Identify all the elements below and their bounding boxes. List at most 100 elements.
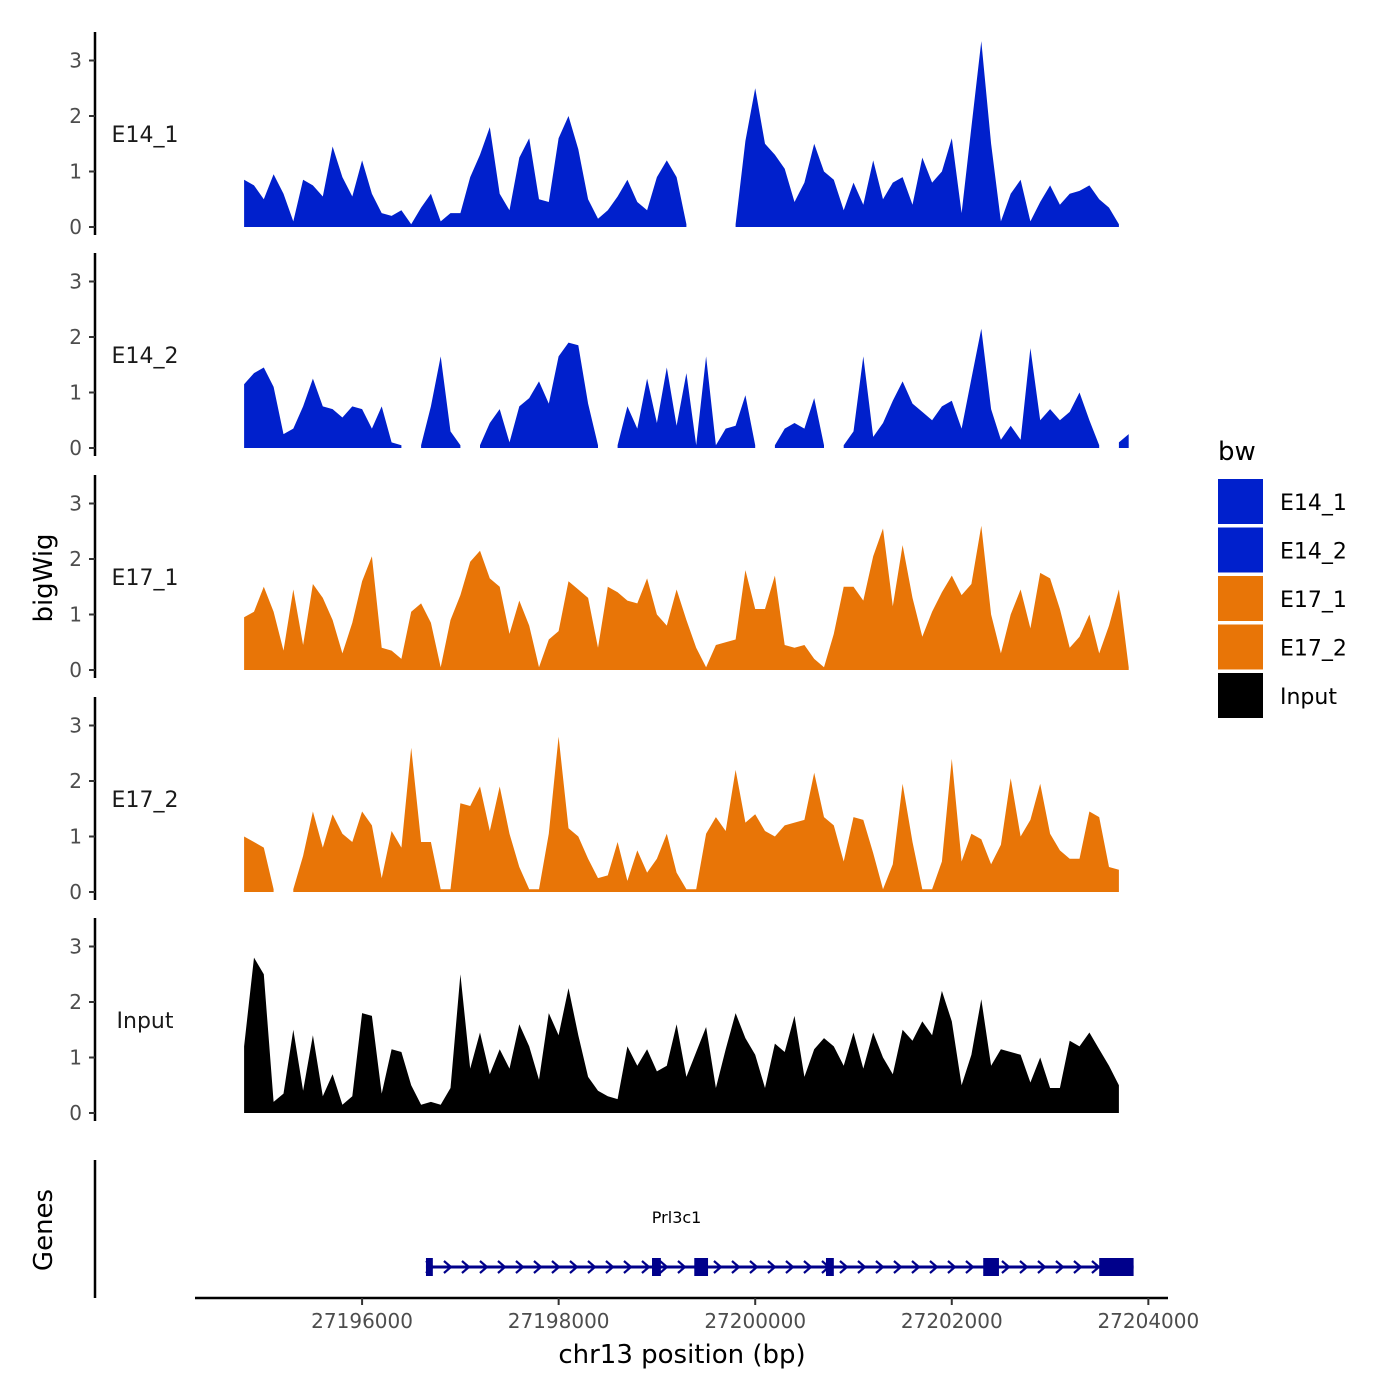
strand-arrow	[1001, 1260, 1011, 1274]
track-E17_2: 0 1 2 3 E17_2	[69, 697, 1119, 904]
y-tick-label: 0	[69, 1101, 82, 1125]
legend-title: bw	[1218, 437, 1256, 467]
strand-arrow	[641, 1260, 651, 1274]
track-label-Input: Input	[117, 1009, 174, 1034]
coverage-area-E14_2	[843, 328, 1100, 448]
y-tick-label: 1	[69, 825, 82, 849]
legend-swatch-E14_2	[1218, 527, 1263, 573]
strand-arrow	[461, 1260, 471, 1274]
strand-arrow	[533, 1260, 543, 1274]
strand-arrow	[479, 1260, 489, 1274]
y-tick-label: 1	[69, 1046, 82, 1070]
legend-label-E14_1: E14_1	[1280, 491, 1347, 516]
strand-arrow	[713, 1260, 723, 1274]
y-tick-label: 3	[69, 714, 82, 738]
coverage-area-E14_1	[244, 116, 687, 227]
coverage-area-E14_2	[480, 342, 598, 448]
strand-arrow	[1055, 1260, 1065, 1274]
legend-swatch-Input	[1218, 673, 1263, 718]
track-label-E14_2: E14_2	[112, 344, 179, 369]
legend: bw E14_1 E14_2 E17_1 E17_2 Input	[1218, 437, 1347, 718]
strand-arrow	[587, 1260, 597, 1274]
strand-arrow	[1037, 1260, 1047, 1274]
y-tick-label: 0	[69, 658, 82, 682]
strand-arrow	[875, 1260, 885, 1274]
strand-arrow	[803, 1260, 813, 1274]
x-tick-label: 27196000	[311, 1309, 413, 1333]
strand-arrow	[623, 1260, 633, 1274]
y-tick-label: 0	[69, 880, 82, 904]
y-tick-label: 2	[69, 769, 82, 793]
strand-arrow	[839, 1260, 849, 1274]
strand-arrow	[569, 1260, 579, 1274]
coverage-area-E14_2	[774, 398, 824, 448]
strand-arrow	[677, 1260, 687, 1274]
coverage-area-E14_2	[244, 367, 402, 448]
strand-arrow	[497, 1260, 507, 1274]
strand-arrow	[1019, 1260, 1029, 1274]
track-E14_1: 0 1 2 3 E14_1	[69, 32, 1119, 239]
gene-exon	[825, 1258, 834, 1276]
track-label-E14_1: E14_1	[112, 123, 179, 148]
strand-arrow	[929, 1260, 939, 1274]
coverage-area-E17_1	[244, 525, 1129, 670]
bigwig-tracks: 0 1 2 3 E14_1 0 1 2 3 E14_2 0 1 2 3 E17_1 0 1 2 3 E17_2 0 1 2 3…	[69, 32, 1129, 1125]
legend-swatch-E14_1	[1218, 479, 1263, 524]
track-Input: 0 1 2 3 Input	[69, 918, 1119, 1125]
gene-name-label: Prl3c1	[652, 1208, 702, 1227]
y-tick-label: 3	[69, 935, 82, 959]
y-tick-label: 1	[69, 381, 82, 405]
strand-arrow	[749, 1260, 759, 1274]
y-axis-title: bigWig	[29, 533, 59, 622]
legend-label-Input: Input	[1280, 685, 1337, 710]
y-tick-label: 2	[69, 104, 82, 128]
coverage-area-E14_2	[617, 356, 756, 448]
gene-exon	[652, 1258, 661, 1276]
y-tick-label: 1	[69, 160, 82, 184]
x-tick-label: 27204000	[1097, 1309, 1199, 1333]
strand-arrow	[731, 1260, 741, 1274]
strand-arrow	[965, 1260, 975, 1274]
x-axis: 27196000 27198000 27200000 27202000 27204000	[195, 1296, 1199, 1333]
strand-arrow	[551, 1260, 561, 1274]
legend-swatch-E17_2	[1218, 624, 1263, 670]
y-tick-label: 3	[69, 49, 82, 73]
legend-label-E17_1: E17_1	[1280, 588, 1347, 613]
y-tick-label: 2	[69, 547, 82, 571]
strand-arrow	[605, 1260, 615, 1274]
track-label-E17_1: E17_1	[112, 566, 179, 591]
legend-swatch-E17_1	[1218, 576, 1263, 621]
y-tick-label: 2	[69, 990, 82, 1014]
x-tick-label: 27200000	[704, 1309, 806, 1333]
track-label-E17_2: E17_2	[112, 788, 179, 813]
strand-arrow	[785, 1260, 795, 1274]
strand-arrow	[443, 1260, 453, 1274]
strand-arrow	[893, 1260, 903, 1274]
strand-arrow	[767, 1260, 777, 1274]
track-E17_1: 0 1 2 3 E17_1	[69, 475, 1129, 682]
strand-arrow	[659, 1260, 669, 1274]
genes-axis-title: Genes	[29, 1189, 59, 1271]
x-tick-label: 27198000	[508, 1309, 610, 1333]
coverage-area-E14_2	[421, 356, 461, 448]
gene-exon	[425, 1258, 433, 1276]
strand-arrow	[515, 1260, 525, 1274]
strand-arrow	[911, 1260, 921, 1274]
y-tick-label: 2	[69, 325, 82, 349]
legend-label-E14_2: E14_2	[1280, 540, 1347, 565]
gene-exon	[983, 1258, 999, 1276]
y-tick-label: 0	[69, 215, 82, 239]
coverage-area-E17_2	[293, 736, 1119, 892]
y-tick-label: 1	[69, 603, 82, 627]
legend-label-E17_2: E17_2	[1280, 637, 1347, 662]
y-tick-label: 0	[69, 436, 82, 460]
gene-exon	[1099, 1258, 1134, 1276]
coverage-area-Input	[244, 957, 1119, 1113]
track-E14_2: 0 1 2 3 E14_2	[69, 253, 1129, 460]
coverage-area-E17_2	[244, 836, 274, 892]
coverage-area-E14_2	[1118, 434, 1129, 448]
genes-track: Prl3c1	[93, 1160, 1134, 1298]
strand-arrow	[947, 1260, 957, 1274]
x-axis-title: chr13 position (bp)	[558, 1340, 805, 1370]
